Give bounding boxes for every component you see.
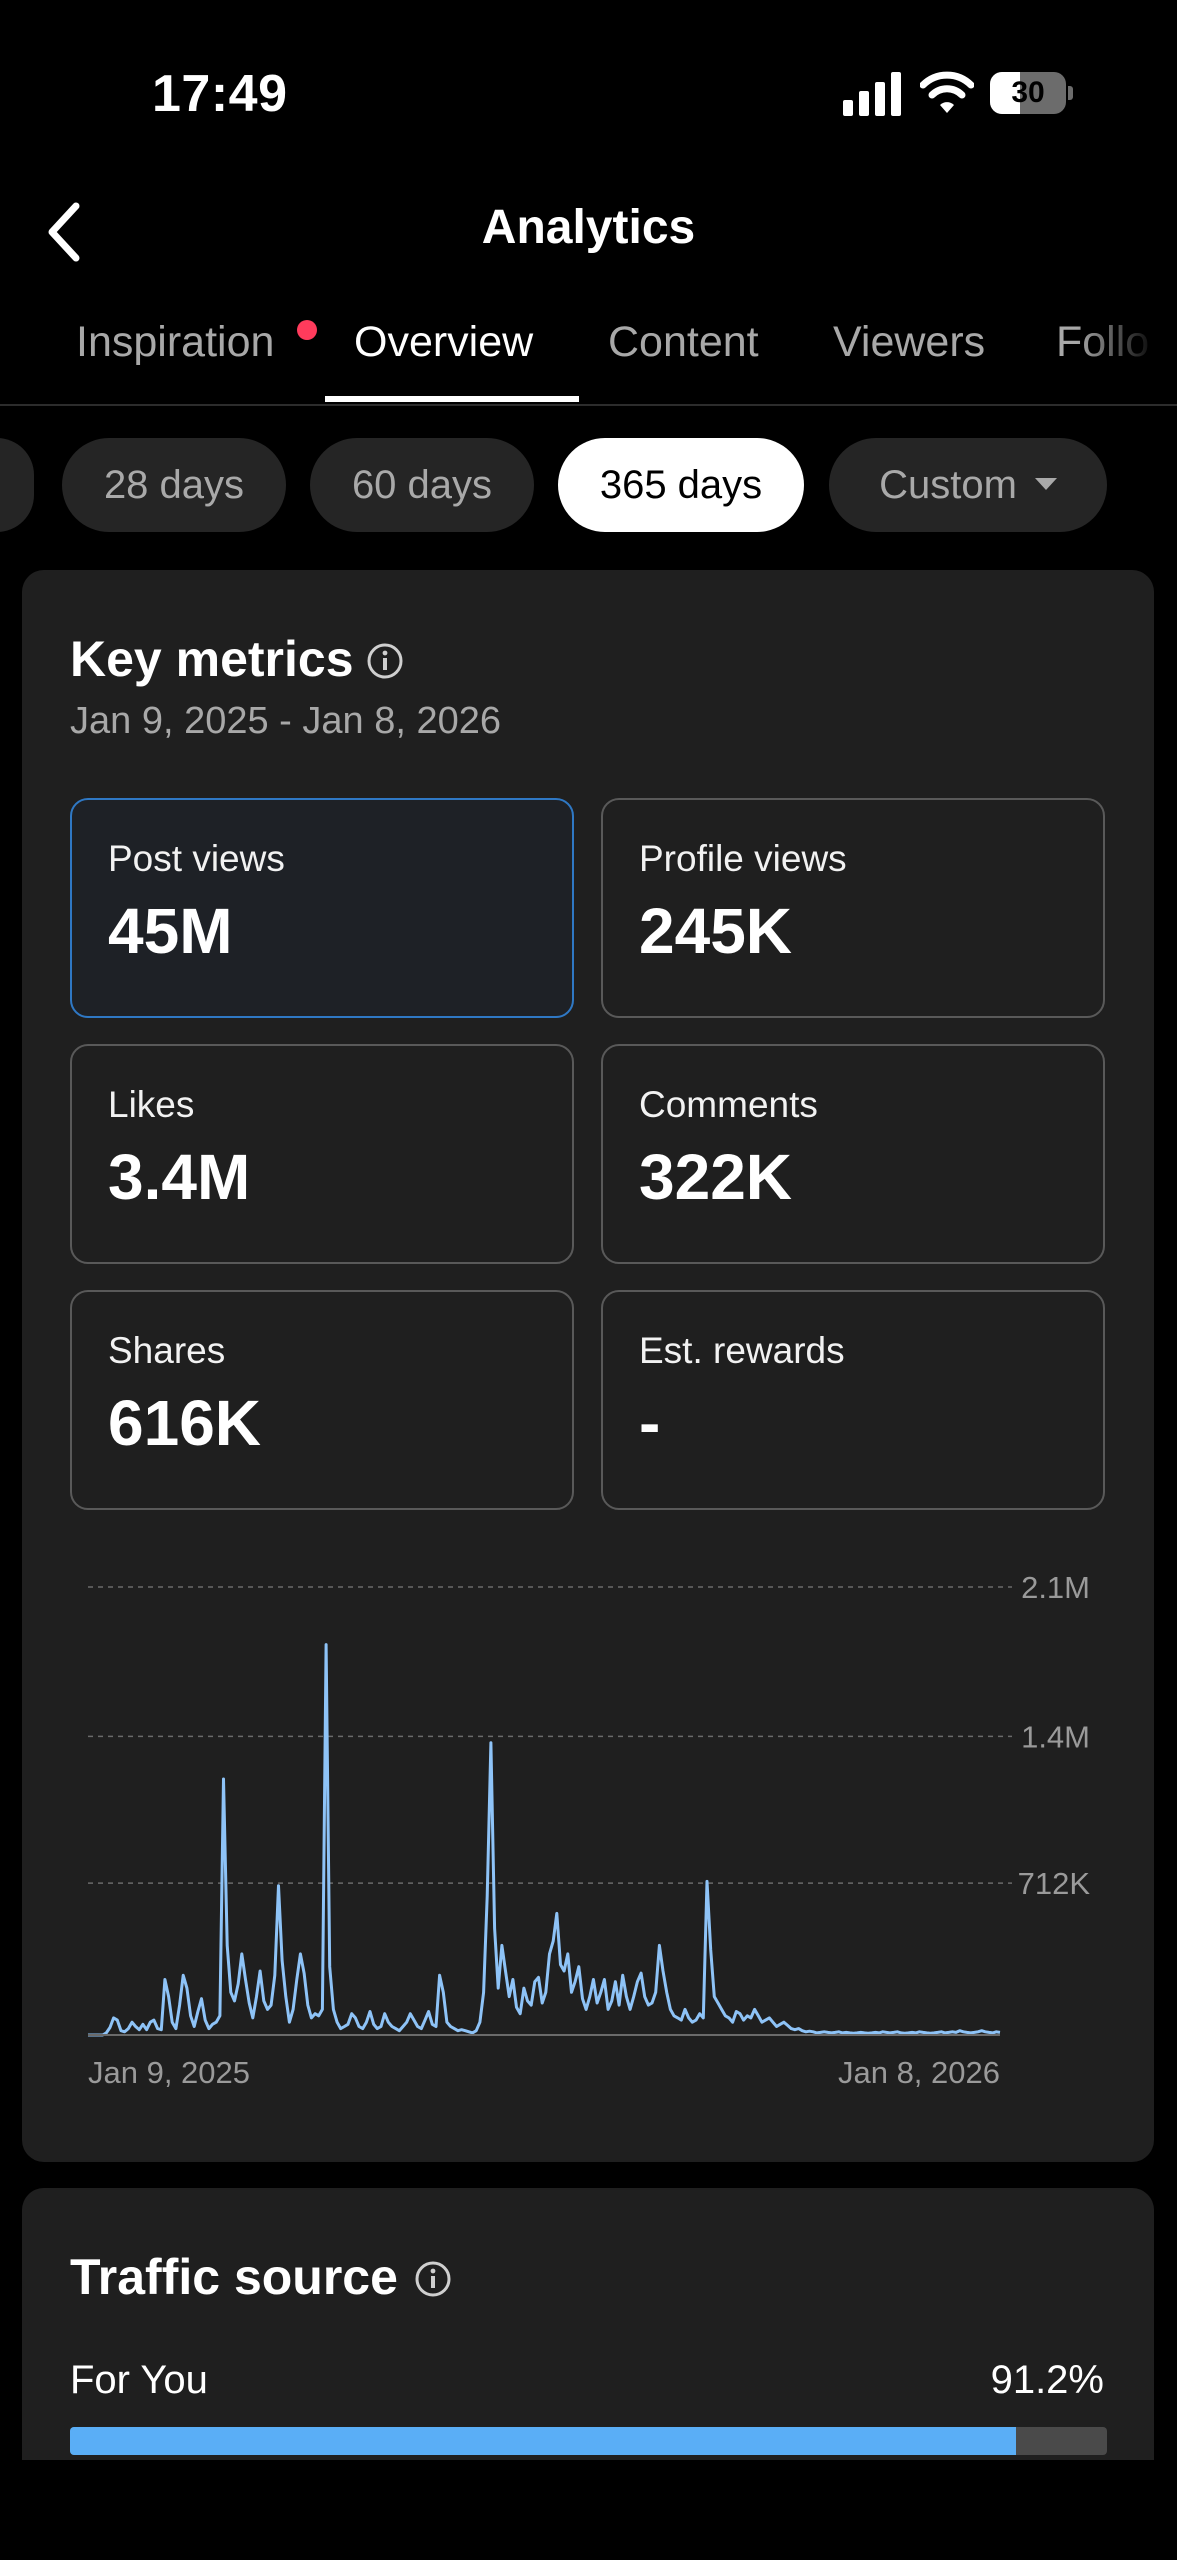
metric-label: Shares xyxy=(108,1330,226,1371)
custom-label: Custom xyxy=(879,463,1017,507)
metric-value: 616K xyxy=(108,1387,261,1459)
metric-label: Likes xyxy=(108,1084,195,1125)
series-line xyxy=(88,1643,1001,2037)
info-icon[interactable] xyxy=(414,2260,452,2298)
info-icon[interactable] xyxy=(366,642,404,680)
metric-est-rewards[interactable]: Est. rewards - xyxy=(601,1290,1105,1510)
tab-overview[interactable]: Overview xyxy=(354,318,534,366)
cellular-signal-icon xyxy=(843,72,901,116)
metric-post-views[interactable]: Post views 45M xyxy=(70,798,574,1018)
key-metrics-card: Key metrics Jan 9, 2025 - Jan 8, 2026 Po… xyxy=(22,570,1154,2162)
tab-content[interactable]: Content xyxy=(608,318,759,366)
metric-value: 245K xyxy=(639,895,792,967)
navigation-bar: Analytics xyxy=(0,180,1177,290)
notification-dot xyxy=(297,320,317,340)
metric-comments[interactable]: Comments 322K xyxy=(601,1044,1105,1264)
metric-label: Comments xyxy=(639,1084,818,1125)
traffic-source-label: For You xyxy=(70,2358,208,2402)
metric-value: 322K xyxy=(639,1141,792,1213)
y-tick-label: 2.1M xyxy=(1021,1570,1090,1605)
analytics-tabs: Inspiration Overview Content Viewers Fol… xyxy=(0,300,1177,406)
date-chip-365-days[interactable]: 365 days xyxy=(558,438,804,532)
y-tick-label: 712K xyxy=(1018,1866,1091,1901)
traffic-source-bar xyxy=(70,2427,1107,2455)
page-title: Analytics xyxy=(481,201,696,254)
tab-inspiration[interactable]: Inspiration xyxy=(76,318,275,366)
wifi-icon xyxy=(920,71,974,113)
x-tick-label-start: Jan 9, 2025 xyxy=(88,2055,250,2090)
metric-value: - xyxy=(639,1387,661,1459)
date-chip-custom[interactable]: Custom xyxy=(829,438,1107,532)
x-tick-label-end: Jan 8, 2026 xyxy=(838,2055,1000,2090)
battery-level: 30 xyxy=(1011,76,1045,109)
date-chip-28-days[interactable]: 28 days xyxy=(62,438,286,532)
metric-likes[interactable]: Likes 3.4M xyxy=(70,1044,574,1264)
post-views-line-chart[interactable]: 712K 1.4M 2.1M Jan 9, 2025 Jan 8, 2026 xyxy=(70,1545,1110,2105)
dropdown-caret-icon xyxy=(1034,478,1057,491)
status-time: 17:49 xyxy=(152,65,288,123)
date-chip-60-days[interactable]: 60 days xyxy=(310,438,534,532)
y-tick-label: 1.4M xyxy=(1021,1719,1090,1754)
metric-label: Post views xyxy=(108,838,285,879)
traffic-source-percent: 91.2% xyxy=(990,2358,1104,2402)
metric-label: Profile views xyxy=(639,838,847,879)
key-metrics-title: Key metrics xyxy=(70,631,354,687)
date-chip-partial[interactable] xyxy=(0,438,34,532)
key-metrics-date-range: Jan 9, 2025 - Jan 8, 2026 xyxy=(70,700,501,742)
tab-viewers[interactable]: Viewers xyxy=(833,318,986,366)
metric-value: 3.4M xyxy=(108,1141,251,1213)
metric-shares[interactable]: Shares 616K xyxy=(70,1290,574,1510)
active-tab-indicator xyxy=(325,396,579,402)
battery-icon: 30 xyxy=(990,72,1074,114)
status-bar: 17:49 30 xyxy=(0,0,1177,190)
metric-value: 45M xyxy=(108,895,233,967)
metric-profile-views[interactable]: Profile views 245K xyxy=(601,798,1105,1018)
traffic-source-title: Traffic source xyxy=(70,2249,398,2305)
metric-label: Est. rewards xyxy=(639,1330,845,1371)
traffic-source-bar-fill xyxy=(70,2427,1016,2455)
back-arrow-icon[interactable] xyxy=(40,192,90,272)
date-range-selector: 28 days 60 days 365 days Custom xyxy=(0,438,1177,534)
